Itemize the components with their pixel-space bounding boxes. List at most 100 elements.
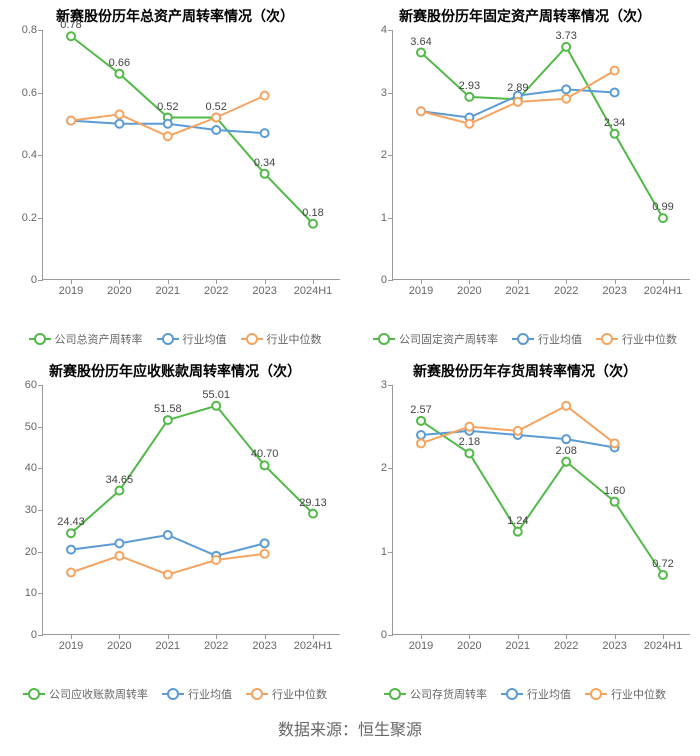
legend-label: 行业均值 [527, 686, 571, 702]
x-tick-mark [119, 634, 120, 639]
y-tick-label: 1 [361, 212, 387, 224]
series-marker-company [465, 449, 473, 457]
point-label: 1.60 [604, 485, 625, 497]
legend-label: 公司应收账款周转率 [49, 686, 148, 702]
legend-label: 公司存货周转率 [410, 686, 487, 702]
series-marker-company [562, 458, 570, 466]
series-marker-median [261, 550, 269, 558]
series-marker-avg [212, 126, 220, 134]
y-tick-label: 40 [11, 462, 37, 474]
series-marker-median [611, 439, 619, 447]
series-marker-company [659, 214, 667, 222]
series-marker-company [261, 461, 269, 469]
x-tick-mark [421, 279, 422, 284]
x-tick-mark [168, 634, 169, 639]
x-tick-mark [265, 634, 266, 639]
x-tick-mark [663, 279, 664, 284]
point-label: 0.99 [652, 201, 673, 213]
y-tick-label: 50 [11, 421, 37, 433]
x-tick-mark [265, 279, 266, 284]
series-marker-company [115, 70, 123, 78]
chart-title: 新赛股份历年应收账款周转率情况（次） [0, 355, 350, 381]
series-marker-median [562, 402, 570, 410]
chart-grid: 新赛股份历年总资产周转率情况（次） 00.20.40.60.82019202020… [0, 0, 700, 710]
legend: 公司固定资产周转率行业均值行业中位数 [350, 331, 700, 347]
x-tick-label: 2019 [59, 285, 83, 297]
point-label: 0.18 [302, 207, 323, 219]
legend-label: 行业均值 [538, 331, 582, 347]
y-tick-label: 3 [361, 87, 387, 99]
y-tick-label: 0 [361, 274, 387, 286]
y-tick-label: 0.4 [11, 149, 37, 161]
x-tick-mark [168, 279, 169, 284]
series-marker-company [212, 402, 220, 410]
series-marker-median [164, 571, 172, 579]
x-tick-label: 2023 [252, 640, 276, 652]
series-marker-avg [115, 120, 123, 128]
lines-svg [393, 30, 690, 279]
y-tick-label: 2 [361, 149, 387, 161]
series-line-company [71, 406, 313, 533]
x-tick-label: 2022 [204, 285, 228, 297]
legend-swatch [373, 338, 395, 340]
series-marker-company [67, 32, 75, 40]
series-marker-avg [67, 546, 75, 554]
series-marker-company [417, 49, 425, 57]
x-tick-mark [615, 279, 616, 284]
legend-avg: 行业均值 [512, 331, 582, 347]
y-tick-mark [38, 635, 43, 636]
y-tick-label: 0.8 [11, 24, 37, 36]
legend-swatch [501, 693, 523, 695]
series-marker-company [261, 170, 269, 178]
x-tick-mark [663, 634, 664, 639]
legend-median: 行业中位数 [246, 686, 327, 702]
x-tick-label: 2023 [252, 285, 276, 297]
series-marker-median [417, 107, 425, 115]
point-label: 2.93 [459, 80, 480, 92]
legend-swatch [512, 338, 534, 340]
legend: 公司存货周转率行业均值行业中位数 [350, 686, 700, 702]
x-tick-label: 2019 [59, 640, 83, 652]
series-marker-company [514, 528, 522, 536]
series-marker-company [417, 417, 425, 425]
legend-swatch [241, 338, 263, 340]
series-marker-median [115, 110, 123, 118]
chart-title: 新赛股份历年存货周转率情况（次） [350, 355, 700, 381]
point-label: 0.52 [205, 101, 226, 113]
legend-avg: 行业均值 [501, 686, 571, 702]
series-marker-median [115, 552, 123, 560]
x-tick-label: 2022 [554, 640, 578, 652]
x-tick-label: 2019 [409, 285, 433, 297]
x-tick-mark [216, 634, 217, 639]
plot-area: 00.20.40.60.8201920202021202220232024H10… [42, 30, 340, 280]
legend-label: 公司固定资产周转率 [399, 331, 498, 347]
legend-swatch [157, 338, 179, 340]
series-marker-company [309, 510, 317, 518]
chart-title: 新赛股份历年总资产周转率情况（次） [0, 0, 350, 26]
y-tick-label: 4 [361, 24, 387, 36]
series-marker-company [611, 130, 619, 138]
legend-swatch [596, 338, 618, 340]
y-tick-label: 30 [11, 504, 37, 516]
x-tick-label: 2024H1 [294, 285, 333, 297]
point-label: 51.58 [154, 403, 182, 415]
series-marker-company [465, 93, 473, 101]
series-marker-avg [611, 89, 619, 97]
plot-area: 0102030405060201920202021202220232024H12… [42, 385, 340, 635]
x-tick-mark [469, 279, 470, 284]
series-marker-company [67, 529, 75, 537]
legend-swatch [29, 338, 51, 340]
series-marker-median [67, 569, 75, 577]
chart-inventory: 新赛股份历年存货周转率情况（次） 012320192020202120222023… [350, 355, 700, 710]
legend-company: 公司总资产周转率 [29, 331, 143, 347]
x-tick-label: 2020 [457, 285, 481, 297]
legend-avg: 行业均值 [157, 331, 227, 347]
x-tick-mark [119, 279, 120, 284]
x-tick-mark [518, 279, 519, 284]
x-tick-label: 2022 [554, 285, 578, 297]
series-marker-median [417, 439, 425, 447]
plot-area: 01234201920202021202220232024H13.642.932… [392, 30, 690, 280]
x-tick-label: 2019 [409, 640, 433, 652]
legend-label: 行业中位数 [267, 331, 322, 347]
plot-area: 0123201920202021202220232024H12.572.181.… [392, 385, 690, 635]
